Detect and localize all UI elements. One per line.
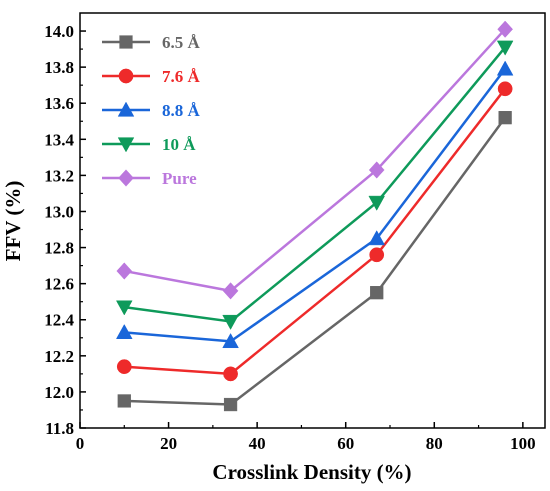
data-point bbox=[368, 195, 386, 211]
data-point bbox=[117, 394, 131, 408]
y-tick-label: 12.0 bbox=[44, 383, 74, 402]
data-point bbox=[496, 60, 514, 76]
y-tick-label: 12.8 bbox=[44, 239, 74, 258]
series-markers bbox=[115, 20, 514, 412]
data-point bbox=[496, 40, 514, 56]
data-point bbox=[370, 286, 384, 300]
data-point bbox=[115, 323, 133, 339]
axis-ticks: 0 20 40 60 80 100 11.8 12.0 12.2 12.4 12.6 12.8 13.0… bbox=[44, 22, 535, 453]
y-tick-label: 13.0 bbox=[44, 202, 74, 221]
data-point bbox=[222, 332, 239, 349]
legend-marker bbox=[117, 101, 135, 117]
data-point bbox=[223, 397, 238, 412]
series-line bbox=[124, 68, 507, 343]
legend: 6.5 Å 7.6 Å 8.8 Å 10 Å Pure bbox=[102, 33, 201, 188]
x-tick-label: 20 bbox=[160, 434, 177, 453]
y-tick-label: 14.0 bbox=[44, 22, 74, 41]
series-line bbox=[124, 46, 507, 323]
data-point bbox=[368, 230, 386, 246]
x-tick-label: 100 bbox=[510, 434, 536, 453]
y-tick-label: 13.8 bbox=[44, 58, 74, 77]
y-axis-title: FFV (%) bbox=[1, 181, 25, 262]
data-point bbox=[369, 247, 385, 263]
series-line bbox=[124, 28, 507, 293]
data-point bbox=[368, 161, 385, 179]
y-tick-label: 11.8 bbox=[45, 419, 74, 438]
legend-label: Pure bbox=[162, 169, 197, 188]
legend-marker bbox=[118, 169, 134, 187]
y-tick-label: 13.6 bbox=[44, 94, 74, 113]
x-axis-title: Crosslink Density (%) bbox=[212, 460, 411, 484]
y-tick-label: 13.2 bbox=[44, 166, 74, 185]
data-point bbox=[222, 314, 239, 330]
legend-marker bbox=[117, 137, 135, 153]
legend-label: 10 Å bbox=[162, 135, 196, 154]
data-point bbox=[116, 262, 133, 280]
legend-label: 7.6 Å bbox=[162, 67, 201, 86]
x-tick-label: 0 bbox=[76, 434, 85, 453]
data-point bbox=[115, 300, 133, 316]
legend-marker bbox=[118, 68, 134, 84]
plot-frame bbox=[79, 12, 546, 429]
series-lines bbox=[124, 28, 507, 406]
data-point bbox=[498, 111, 512, 125]
data-point bbox=[116, 359, 132, 375]
series-line bbox=[124, 116, 507, 406]
y-tick-label: 12.2 bbox=[44, 347, 74, 366]
x-tick-label: 80 bbox=[426, 434, 443, 453]
data-point bbox=[223, 366, 238, 382]
series-line bbox=[124, 88, 507, 376]
y-tick-label: 12.6 bbox=[44, 275, 74, 294]
legend-label: 8.8 Å bbox=[162, 101, 201, 120]
y-tick-label: 13.4 bbox=[44, 130, 74, 149]
legend-label: 6.5 Å bbox=[162, 33, 201, 52]
data-point bbox=[497, 81, 513, 97]
x-tick-label: 60 bbox=[337, 434, 354, 453]
x-tick-label: 40 bbox=[249, 434, 266, 453]
data-point bbox=[497, 20, 513, 38]
data-point bbox=[222, 282, 239, 300]
y-tick-label: 12.4 bbox=[44, 311, 74, 330]
legend-marker bbox=[119, 35, 133, 49]
